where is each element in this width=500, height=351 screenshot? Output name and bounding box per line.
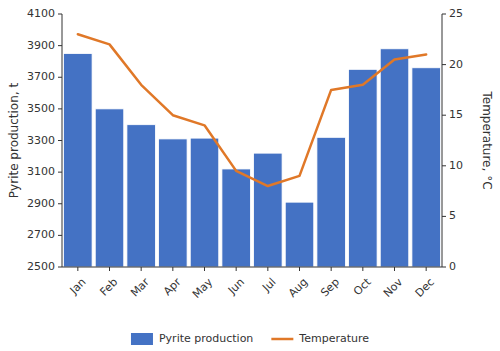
x-tick-label: Jan <box>67 276 89 298</box>
x-tick-label: Apr <box>161 275 184 298</box>
y-tick <box>58 77 62 78</box>
legend-swatch <box>131 333 153 345</box>
bar <box>64 54 92 267</box>
y-tick-label: 3700 <box>27 70 55 83</box>
y2-tick <box>442 64 446 65</box>
bar <box>412 68 441 267</box>
bar <box>95 109 124 267</box>
y-tick <box>58 140 62 141</box>
y2-tick-label: 10 <box>449 159 463 172</box>
y-tick-label: 2500 <box>27 260 55 273</box>
y-tick-label: 3100 <box>27 165 55 178</box>
x-tick <box>77 267 78 271</box>
y-tick-label: 2700 <box>27 228 55 241</box>
y2-tick <box>442 267 446 268</box>
y2-tick-label: 15 <box>449 108 463 121</box>
bar <box>159 139 188 267</box>
y-tick <box>58 235 62 236</box>
x-tick-label: Oct <box>351 275 374 298</box>
x-tick <box>109 267 110 271</box>
x-tick-label: Jun <box>225 276 247 298</box>
x-tick <box>331 267 332 271</box>
y-tick-label: 4100 <box>27 7 55 20</box>
x-tick-label: May <box>190 275 216 301</box>
y2-tick <box>442 115 446 116</box>
bar <box>317 137 346 267</box>
x-tick <box>362 267 363 271</box>
x-tick <box>172 267 173 271</box>
plot-area <box>64 34 441 267</box>
x-tick <box>204 267 205 271</box>
x-tick-label: Aug <box>286 276 310 300</box>
y-tick-label: 3500 <box>27 102 55 115</box>
y-tick <box>58 45 62 46</box>
x-tick-label: Jul <box>259 276 278 295</box>
bar <box>380 49 409 267</box>
y2-tick <box>442 14 446 15</box>
bar <box>285 202 314 267</box>
y-tick <box>58 14 62 15</box>
x-tick <box>426 267 427 271</box>
x-axis-line <box>62 267 442 268</box>
x-tick <box>299 267 300 271</box>
background <box>0 0 500 351</box>
legend-swatch <box>271 338 293 341</box>
legend-label: Temperature <box>298 332 369 345</box>
y-tick-label: 3900 <box>27 39 55 52</box>
y2-tick <box>442 216 446 217</box>
y2-axis-label: Temperature, °C <box>480 90 494 189</box>
x-tick-label: Mar <box>128 275 152 299</box>
y2-axis-line <box>442 14 443 267</box>
legend-label: Pyrite production <box>159 332 253 345</box>
x-tick <box>267 267 268 271</box>
y2-tick-label: 25 <box>449 7 463 20</box>
x-tick <box>236 267 237 271</box>
y2-tick-label: 20 <box>449 58 463 71</box>
bar <box>222 169 251 267</box>
legend-item: Temperature <box>271 332 369 345</box>
y-tick <box>58 172 62 173</box>
x-tick-label: Dec <box>413 276 437 300</box>
x-tick-label: Sep <box>318 276 342 300</box>
axes: Jan Feb Mar Apr May Jun Jul Aug Sep Oct Nov Dec 2500… <box>7 7 494 301</box>
y-tick <box>58 267 62 268</box>
y-tick-label: 3300 <box>27 134 55 147</box>
legend: Pyrite production Temperature <box>131 332 369 345</box>
x-tick-label: Feb <box>97 276 120 299</box>
bar <box>349 69 378 267</box>
x-tick <box>141 267 142 271</box>
y2-tick <box>442 165 446 166</box>
x-tick-label: Nov <box>381 275 406 300</box>
x-tick <box>394 267 395 271</box>
bar <box>127 125 155 267</box>
y-tick <box>58 108 62 109</box>
legend-item: Pyrite production <box>131 332 253 345</box>
bar <box>190 138 219 267</box>
y2-tick-label: 0 <box>449 260 456 273</box>
bar <box>254 153 282 267</box>
chart: Jan Feb Mar Apr May Jun Jul Aug Sep Oct Nov Dec 2500… <box>0 0 500 351</box>
y-tick <box>58 203 62 204</box>
line <box>78 34 426 186</box>
y-axis-label: Pyrite production, t <box>7 83 21 199</box>
y2-tick-label: 5 <box>449 209 456 222</box>
y-tick-label: 2900 <box>27 197 55 210</box>
